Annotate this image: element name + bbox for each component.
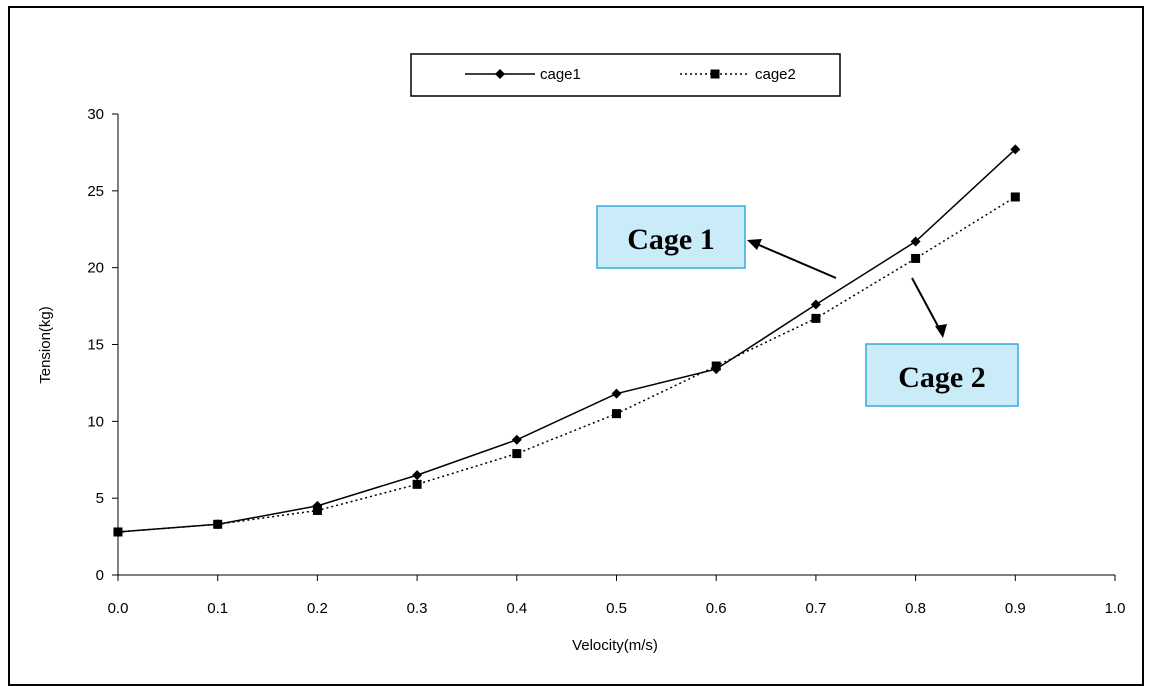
- data-point-cage2: [612, 409, 621, 419]
- x-tick-label: 1.0: [1105, 600, 1126, 617]
- callout-arrowhead-cage1: [747, 239, 762, 250]
- legend-marker-cage1: [495, 69, 505, 79]
- x-tick-label: 0.4: [506, 600, 527, 617]
- annotation-cage1: Cage 1: [596, 205, 837, 279]
- data-point-cage2: [811, 313, 821, 323]
- callout-text-cage2: Cage 2: [898, 361, 985, 394]
- data-point-cage1: [910, 236, 921, 247]
- x-tick-label: 0.1: [207, 600, 228, 617]
- series-cage2: [113, 192, 1020, 537]
- data-point-cage1: [611, 388, 622, 399]
- legend-label-cage2: cage2: [755, 66, 796, 83]
- x-ticks: 0.0 0.1 0.2 0.3 0.4 0.5 0.6 0.7 0.8 0.9 1.0: [108, 575, 1126, 617]
- data-point-cage2: [512, 449, 522, 459]
- chart-svg: cage1 cage2 0 5 10 15 20 25 30 0.0 0.1 0.2 0.3 0.4…: [37, 53, 1126, 654]
- series-layer: [113, 144, 1021, 537]
- chart-frame: cage1 cage2 0 5 10 15 20 25 30 0.0 0.1 0.2 0.3 0.4…: [8, 6, 1144, 686]
- series-line-cage2: [117, 196, 1016, 533]
- data-point-cage2: [113, 527, 123, 537]
- legend: cage1 cage2: [410, 53, 841, 97]
- legend-marker-cage2: [710, 69, 720, 79]
- data-point-cage1: [810, 299, 821, 310]
- callout-box-cage2: [865, 343, 1019, 407]
- x-tick-label: 0.5: [606, 600, 627, 617]
- x-tick-label: 0.6: [706, 600, 727, 617]
- series-cage1: [113, 144, 1021, 537]
- y-ticks: 0 5 10 15 20 25 30: [87, 106, 118, 584]
- x-tick-label: 0.3: [407, 600, 428, 617]
- data-point-cage1: [511, 434, 522, 445]
- callout-box-cage1: [596, 205, 746, 269]
- callout-arrowhead-cage2: [935, 324, 947, 338]
- y-axis-title: Tension(kg): [37, 306, 54, 384]
- legend-box: [410, 53, 841, 97]
- annotation-cage2: Cage 2: [865, 277, 1019, 407]
- data-point-cage2: [1010, 192, 1020, 202]
- y-tick-label: 5: [96, 490, 104, 507]
- series-line-cage1: [117, 148, 1016, 533]
- y-tick-label: 25: [87, 183, 104, 200]
- callout-text-cage1: Cage 1: [627, 223, 714, 256]
- y-tick-label: 15: [87, 337, 104, 354]
- callout-arrow-cage1: [751, 241, 837, 279]
- legend-label-cage1: cage1: [540, 66, 581, 83]
- data-point-cage2: [412, 479, 422, 489]
- y-tick-label: 30: [87, 106, 104, 123]
- x-tick-label: 0.7: [805, 600, 826, 617]
- data-point-cage1: [412, 470, 423, 481]
- data-point-cage2: [213, 519, 223, 529]
- data-point-cage2: [911, 253, 921, 263]
- y-tick-label: 20: [87, 260, 104, 277]
- callout-arrow-cage2: [911, 277, 941, 331]
- x-tick-label: 0.2: [307, 600, 328, 617]
- data-point-cage2: [312, 505, 322, 515]
- x-axis-title: Velocity(m/s): [572, 637, 658, 654]
- x-tick-label: 0.0: [108, 600, 129, 617]
- x-tick-label: 0.9: [1005, 600, 1026, 617]
- data-point-cage2: [711, 361, 721, 371]
- data-point-cage1: [1010, 144, 1021, 155]
- y-tick-label: 10: [87, 413, 104, 430]
- x-tick-label: 0.8: [905, 600, 926, 617]
- y-tick-label: 0: [96, 567, 104, 584]
